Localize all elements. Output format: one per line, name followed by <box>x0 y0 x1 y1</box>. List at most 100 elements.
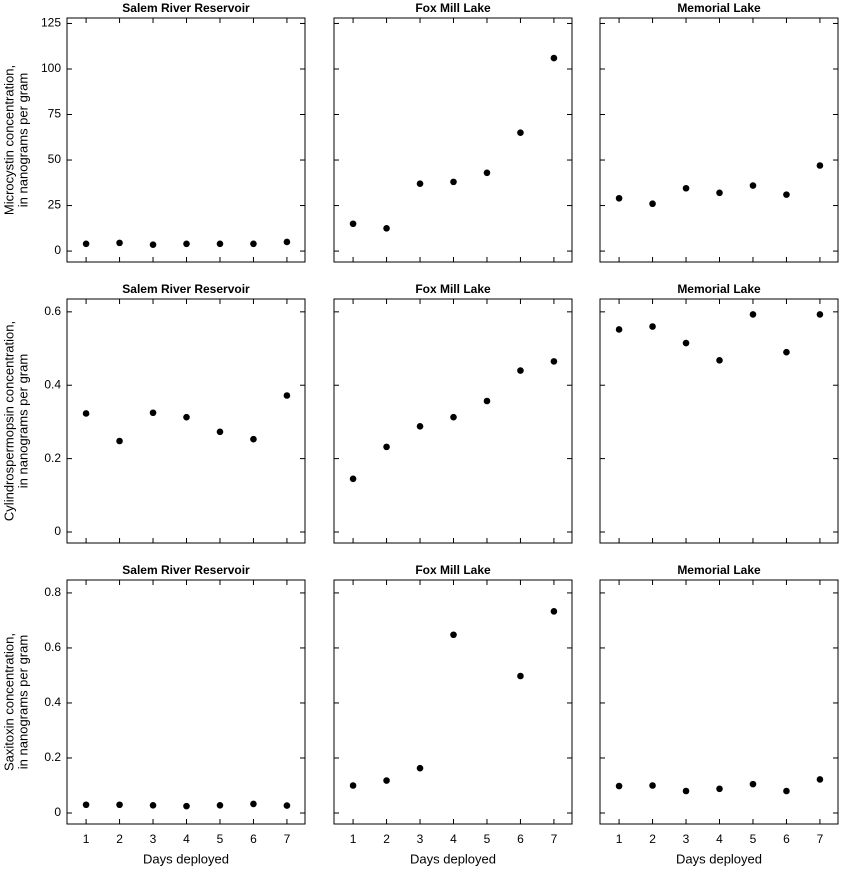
data-point <box>183 240 190 248</box>
x-tick-label: 6 <box>783 832 790 846</box>
y-tick-label: 0.4 <box>44 695 61 709</box>
y-tick-label: 50 <box>48 152 62 166</box>
data-point <box>116 239 123 247</box>
panel-title: Fox Mill Lake <box>415 563 491 577</box>
x-tick-label: 3 <box>417 832 424 846</box>
y-tick-label: 0 <box>54 524 61 538</box>
data-point <box>283 392 291 399</box>
panel-title: Memorial Lake <box>677 563 761 577</box>
data-point <box>450 178 457 186</box>
data-point <box>749 311 757 318</box>
data-point <box>82 240 90 248</box>
data-point <box>216 240 224 248</box>
data-point <box>483 397 491 405</box>
data-point <box>682 184 690 192</box>
y-tick-label: 0.6 <box>44 304 61 318</box>
data-point <box>250 240 257 248</box>
data-point <box>615 326 623 333</box>
y-axis-label: in nanograms per gram <box>15 73 30 207</box>
data-point <box>149 241 157 249</box>
data-point <box>649 200 656 208</box>
panel-title: Memorial Lake <box>677 282 761 296</box>
plot-frame <box>66 298 306 544</box>
y-axis-label: Cylindrospermopsin concentration, <box>1 321 16 521</box>
x-tick-label: 2 <box>649 832 656 846</box>
data-point <box>82 410 90 417</box>
data-point <box>682 787 690 795</box>
data-point <box>416 180 424 188</box>
x-tick-label: 6 <box>250 832 257 846</box>
data-point <box>450 413 457 421</box>
data-point <box>783 191 790 198</box>
panel-title: Memorial Lake <box>677 1 761 15</box>
data-point <box>383 225 390 232</box>
data-point <box>250 435 257 443</box>
plot-frame <box>66 17 306 263</box>
data-point <box>416 764 424 772</box>
x-tick-label: 7 <box>284 832 291 846</box>
plot-frame <box>599 579 839 825</box>
data-point <box>716 356 723 364</box>
data-point <box>749 182 757 189</box>
x-tick-label: 3 <box>683 832 690 846</box>
data-point <box>149 801 157 809</box>
data-point <box>416 423 424 430</box>
y-tick-label: 0.4 <box>44 377 61 391</box>
data-point <box>183 802 190 810</box>
x-tick-label: 5 <box>484 832 491 846</box>
data-point <box>550 608 558 615</box>
panel-title: Fox Mill Lake <box>415 282 491 296</box>
y-tick-label: 100 <box>41 61 61 75</box>
panel-title: Salem River Reservoir <box>122 282 250 296</box>
data-point <box>483 169 491 177</box>
y-axis-label: Saxitoxin concentration, <box>1 633 16 771</box>
x-tick-label: 4 <box>450 832 457 846</box>
data-point <box>816 311 824 318</box>
plot-frame <box>599 17 839 263</box>
panel-title: Fox Mill Lake <box>415 1 491 15</box>
data-point <box>550 358 558 365</box>
y-tick-label: 0.2 <box>44 451 61 465</box>
data-point <box>383 777 390 784</box>
data-point <box>383 443 390 451</box>
panel-title: Salem River Reservoir <box>122 563 250 577</box>
plot-frame <box>333 579 573 825</box>
data-point <box>183 413 190 421</box>
x-tick-label: 5 <box>750 832 757 846</box>
data-point <box>649 323 656 330</box>
x-tick-label: 2 <box>116 832 123 846</box>
plot-frame <box>333 17 573 263</box>
data-point <box>349 220 357 228</box>
x-tick-label: 1 <box>83 832 90 846</box>
x-tick-label: 4 <box>183 832 190 846</box>
y-tick-label: 0 <box>54 243 61 257</box>
y-tick-label: 0.8 <box>44 585 61 599</box>
data-point <box>283 802 291 809</box>
data-point <box>517 367 524 374</box>
data-point <box>349 782 357 789</box>
x-tick-label: 7 <box>817 832 824 846</box>
x-axis-label: Days deployed <box>410 851 496 866</box>
data-point <box>615 782 623 790</box>
data-point <box>283 238 291 246</box>
x-tick-label: 2 <box>383 832 390 846</box>
data-point <box>816 776 824 783</box>
data-point <box>783 348 790 356</box>
x-tick-label: 1 <box>616 832 623 846</box>
data-point <box>216 428 224 436</box>
data-point <box>349 475 357 483</box>
y-tick-label: 75 <box>48 107 62 121</box>
plot-frame <box>599 298 839 544</box>
data-point <box>116 801 123 809</box>
y-tick-label: 0.2 <box>44 750 61 764</box>
y-axis-label: Microcystin concentration, <box>1 65 16 215</box>
data-point <box>250 800 257 808</box>
x-tick-label: 4 <box>716 832 723 846</box>
data-point <box>450 631 457 639</box>
data-point <box>517 129 524 137</box>
data-point <box>749 780 757 788</box>
y-axis-label: in nanograms per gram <box>15 635 30 769</box>
y-tick-label: 125 <box>41 16 61 30</box>
data-point <box>116 437 123 445</box>
